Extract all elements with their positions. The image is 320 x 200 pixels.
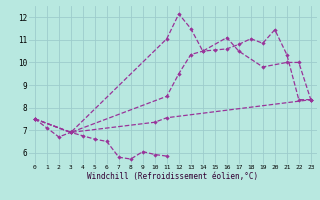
- X-axis label: Windchill (Refroidissement éolien,°C): Windchill (Refroidissement éolien,°C): [87, 172, 258, 181]
